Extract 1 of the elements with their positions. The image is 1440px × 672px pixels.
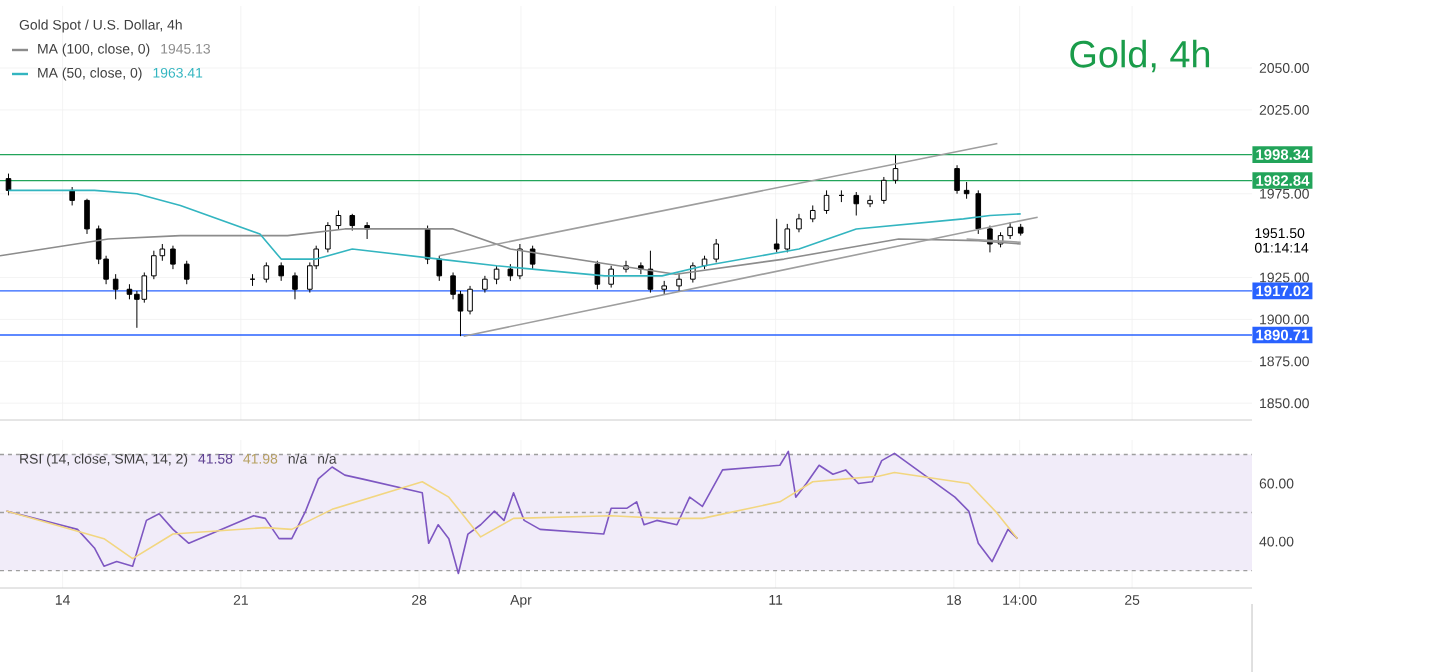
text: Gold, 4h: [1070, 39, 1210, 73]
